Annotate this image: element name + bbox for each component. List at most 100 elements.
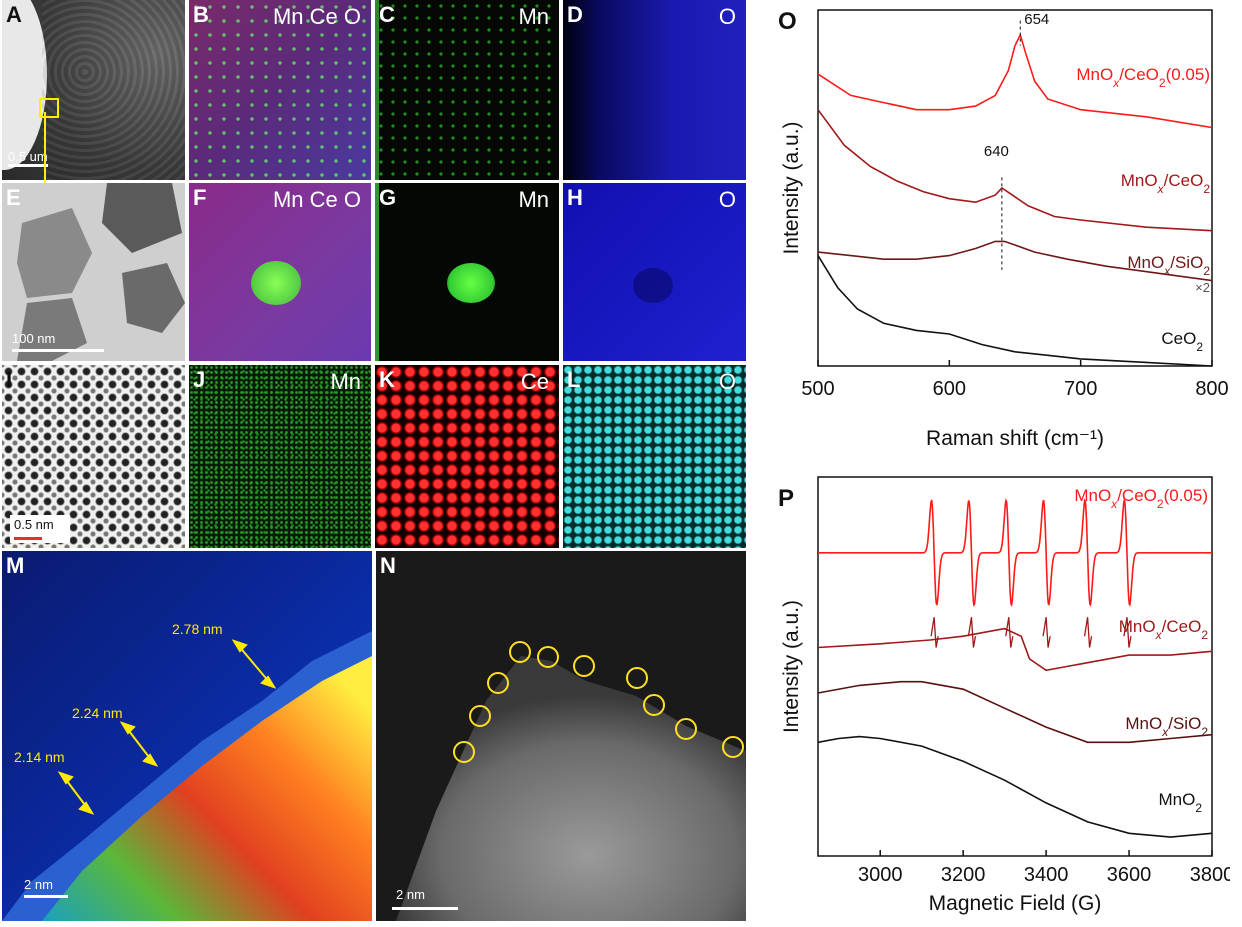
crystal-grains: [17, 183, 185, 361]
panel-label: C: [379, 2, 395, 27]
panel-title: Mn Ce O: [272, 4, 361, 29]
panel-d-map: D O: [563, 0, 746, 180]
x-tick-label: 3800: [1190, 864, 1230, 886]
hyperfine-spike: [967, 617, 977, 648]
panel-title: Mn: [518, 4, 549, 29]
series-label: MnO2: [1158, 790, 1202, 815]
series-line: [817, 255, 1213, 367]
panel-label: P: [778, 485, 795, 512]
series-line: [817, 627, 1213, 672]
panel-title: Ce: [520, 369, 549, 394]
haadf-particle: [396, 656, 746, 921]
scale-text: 2 nm: [396, 887, 425, 902]
hyperfine-spike: [1123, 617, 1132, 648]
plot-frame: [817, 9, 1213, 367]
series-label: MnOx/CeO2(0.05): [1076, 65, 1210, 90]
series-line: [818, 498, 1212, 607]
dark-region: [633, 268, 673, 303]
thickness-label: 2.14 nm: [14, 749, 65, 765]
atom-markers: [453, 641, 744, 763]
y-axis-label: Intensity (a.u.): [780, 600, 803, 733]
panel-g-map: G Mn: [375, 183, 559, 361]
panel-label: B: [193, 2, 209, 27]
mn-cluster: [251, 261, 301, 305]
series-line: [817, 735, 1213, 838]
series-label: MnOx/SiO2: [1125, 714, 1208, 739]
series-label: MnOx/CeO2(0.05): [1074, 486, 1208, 511]
panel-l-map: L O: [563, 365, 746, 548]
series-line: [817, 109, 1213, 232]
x-tick-label: 500: [801, 378, 834, 400]
hyperfine-spike: [1005, 617, 1014, 648]
panel-b-map: B Mn Ce O: [189, 0, 371, 180]
panel-e-tem: E 100 nm: [2, 183, 185, 361]
panel-n-haadf: N 2 nm: [376, 551, 746, 921]
panel-title: O: [718, 369, 736, 394]
panel-label: M: [6, 553, 25, 578]
thickness-label: 2.24 nm: [72, 705, 123, 721]
y-axis-label: Intensity (a.u.): [780, 121, 803, 254]
panel-label: J: [193, 367, 206, 392]
x-axis-label: Magnetic Field (G): [929, 892, 1102, 915]
edge-line: [375, 183, 379, 361]
series-line: [817, 680, 1213, 744]
x-tick-label: 700: [1064, 378, 1097, 400]
panel-label: N: [380, 553, 396, 578]
hyperfine-spike: [1042, 617, 1051, 648]
panel-title: Mn Ce O: [272, 187, 361, 212]
raman-chart: 500 600 700 800 Raman shift (cm⁻¹) Intensity …: [780, 9, 1229, 450]
panel-k-map: K Ce: [375, 365, 559, 548]
panel-a-tem: A 0.5 um: [2, 0, 185, 180]
panel-f-map: F Mn Ce O: [189, 183, 371, 361]
scale-text: 0.5 nm: [14, 517, 54, 532]
x-tick-label: 600: [933, 378, 966, 400]
scale-text: 2 nm: [24, 877, 53, 892]
panel-title: Mn: [518, 187, 549, 212]
series-line: [817, 240, 1213, 282]
panel-label: H: [567, 185, 583, 210]
map-noise: [189, 365, 371, 548]
panel-label: E: [6, 185, 21, 210]
selection-box: [39, 98, 59, 118]
o-lattice: [563, 365, 746, 548]
scale-text: 0.5 um: [8, 149, 48, 164]
x-tick-label: 3000: [858, 864, 903, 886]
map-dots: [189, 0, 371, 180]
epr-chart: 3000 3200 3400 3600 3800 Magnetic Field (G) In…: [780, 476, 1230, 915]
series-label: MnOx/CeO2: [1119, 617, 1209, 642]
panel-m-colormap: 2.78 nm 2.24 nm 2.14 nm M 2 nm: [2, 551, 372, 921]
panel-label: G: [379, 185, 397, 210]
series-label: MnOx/SiO2: [1127, 253, 1210, 278]
x-tick-label: 3400: [1024, 864, 1069, 886]
thickness-label: 2.78 nm: [172, 621, 223, 637]
series-label: MnOx/CeO2: [1121, 171, 1211, 196]
mn-cluster: [447, 263, 495, 303]
measure-arrows: [57, 639, 277, 815]
scale-bar: [392, 907, 458, 910]
x-tick-label: 3200: [941, 864, 986, 886]
panel-title: Mn: [330, 369, 361, 394]
series-label: CeO2: [1161, 329, 1203, 354]
series-line: [817, 32, 1213, 129]
panel-title: O: [718, 4, 736, 29]
panel-h-map: H O: [563, 183, 746, 361]
panel-label: D: [567, 2, 583, 27]
scale-bar: [14, 537, 42, 540]
x-tick-label: 800: [1195, 378, 1228, 400]
thickness-map: [2, 551, 372, 921]
scale-bar: [8, 164, 48, 167]
x-tick-label: 3600: [1107, 864, 1152, 886]
scale-bar: [12, 349, 104, 352]
scale-factor-label: ×2: [1195, 280, 1210, 295]
panel-c-map: C Mn: [375, 0, 559, 180]
panel-j-map: J Mn: [189, 365, 371, 548]
tem-grain-texture: [42, 0, 185, 180]
panel-label: K: [379, 367, 395, 392]
panel-label: F: [193, 185, 207, 210]
panel-i-lattice: I 0.5 nm: [2, 365, 185, 548]
panel-title: O: [718, 187, 736, 212]
map-dots: [375, 0, 559, 180]
peak-label: 654: [1024, 11, 1049, 28]
plot-frame: [817, 476, 1213, 857]
scale-bar: [24, 895, 68, 898]
